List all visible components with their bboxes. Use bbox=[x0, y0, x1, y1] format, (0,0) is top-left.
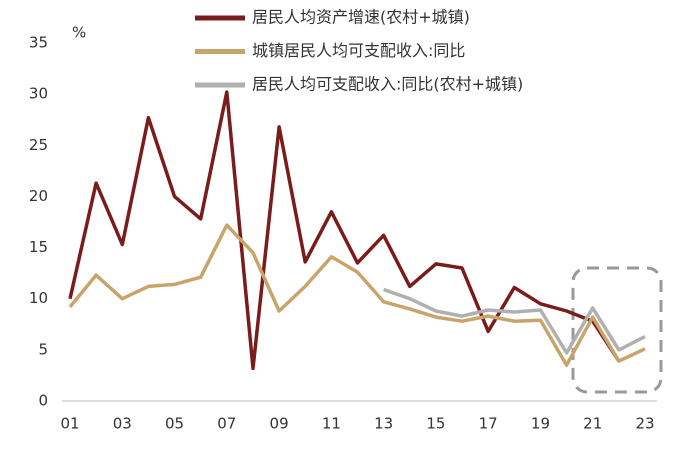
x-tick-label: 19 bbox=[531, 415, 550, 433]
x-tick-label: 17 bbox=[479, 415, 498, 433]
x-tick-label: 21 bbox=[583, 415, 602, 433]
y-tick-label: 10 bbox=[29, 289, 48, 307]
x-tick-label: 09 bbox=[270, 415, 289, 433]
y-tick-label: 15 bbox=[29, 238, 48, 256]
legend-label: 居民人均可支配收入:同比(农村+城镇) bbox=[252, 75, 523, 94]
y-tick-label: 25 bbox=[29, 136, 48, 154]
highlight-box bbox=[571, 266, 663, 394]
series-line bbox=[68, 90, 621, 371]
x-tick-label: 11 bbox=[322, 415, 341, 433]
y-tick-label: 20 bbox=[29, 187, 48, 205]
y-tick-label: 5 bbox=[38, 340, 48, 358]
x-tick-label: 15 bbox=[426, 415, 445, 433]
y-unit: % bbox=[72, 24, 86, 42]
series-line bbox=[68, 223, 646, 367]
x-tick-label: 05 bbox=[165, 415, 184, 433]
y-tick-label: 35 bbox=[29, 34, 48, 52]
x-tick-label: 07 bbox=[217, 415, 236, 433]
legend-label: 城镇居民人均可支配收入:同比 bbox=[252, 41, 465, 60]
x-tick-label: 01 bbox=[60, 415, 79, 433]
x-tick-label: 13 bbox=[374, 415, 393, 433]
legend-label: 居民人均资产增速(农村+城镇) bbox=[252, 8, 470, 27]
y-tick-label: 30 bbox=[29, 85, 48, 103]
x-tick-label: 23 bbox=[635, 415, 654, 433]
y-tick-label: 0 bbox=[38, 392, 48, 410]
series-line bbox=[383, 287, 646, 355]
x-tick-label: 03 bbox=[113, 415, 132, 433]
